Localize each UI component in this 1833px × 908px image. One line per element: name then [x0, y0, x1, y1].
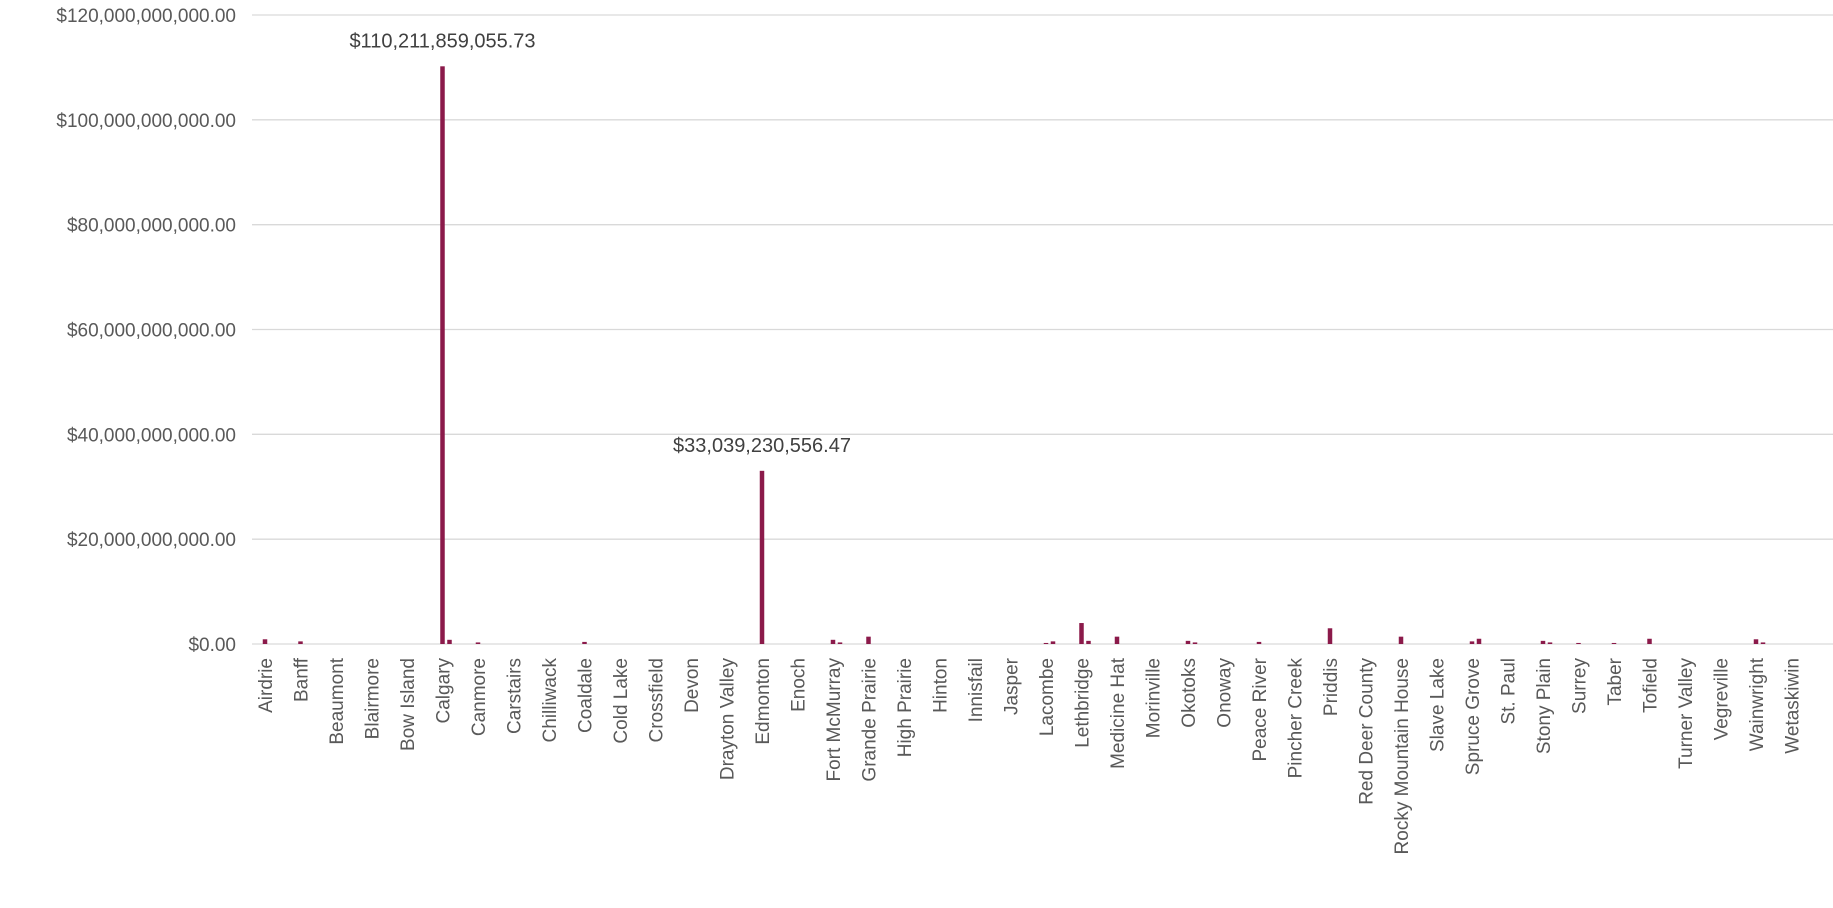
- x-tick-label: Okotoks: [1179, 658, 1200, 728]
- bar: [837, 642, 843, 644]
- x-tick-label: High Prairie: [895, 658, 916, 757]
- x-axis-category-labels: Airdrie Banff Beaumont Blairmore Bow Island C…: [256, 657, 1804, 854]
- x-tick-label: Lacombe: [1037, 658, 1058, 736]
- x-tick-label: Cold Lake: [611, 658, 632, 744]
- bar: [1576, 642, 1581, 644]
- x-tick-label: Canmore: [469, 658, 490, 736]
- y-tick-label: $80,000,000,000.00: [67, 216, 236, 237]
- x-tick-label: Onoway: [1215, 658, 1236, 728]
- x-tick-label: Spruce Grove: [1463, 658, 1484, 775]
- bar: [1469, 641, 1475, 644]
- bar: [759, 470, 765, 644]
- y-tick-label: $60,000,000,000.00: [67, 321, 236, 342]
- x-tick-label: Pincher Creek: [1286, 658, 1307, 779]
- bar: [1611, 642, 1617, 644]
- x-tick-label: Jasper: [1002, 657, 1023, 715]
- x-tick-label: Blairmore: [363, 658, 384, 739]
- x-tick-label: Wetaskiwin: [1783, 658, 1804, 754]
- x-tick-label: Banff: [292, 657, 313, 702]
- bar: [1050, 641, 1056, 644]
- x-tick-label: Taber: [1605, 657, 1626, 705]
- x-tick-label: Chilliwack: [540, 658, 561, 743]
- x-tick-label: Devon: [682, 658, 703, 713]
- data-label: $33,039,230,556.47: [673, 435, 851, 457]
- bar: [1043, 642, 1049, 644]
- x-tick-label: Wainwright: [1747, 657, 1768, 751]
- x-tick-label: Peace River: [1250, 657, 1271, 761]
- bar: [1398, 636, 1404, 644]
- x-tick-label: Hinton: [931, 658, 952, 713]
- bar: [1256, 641, 1262, 644]
- x-tick-label: Stony Plain: [1534, 658, 1555, 754]
- data-label: $110,211,859,055.73: [349, 30, 535, 52]
- bar: [1760, 642, 1766, 644]
- bar: [262, 639, 268, 644]
- y-axis-tick-labels: $0.00 $20,000,000,000.00 $40,000,000,000.0…: [56, 6, 236, 656]
- bars: [262, 66, 1766, 645]
- x-tick-label: Drayton Valley: [718, 658, 739, 781]
- x-tick-label: St. Paul: [1499, 658, 1520, 725]
- x-tick-label: Coaldale: [576, 658, 597, 733]
- bar: [866, 636, 871, 644]
- bar: [440, 66, 445, 645]
- x-tick-label: Surrey: [1570, 658, 1591, 714]
- bar: [447, 639, 452, 644]
- x-tick-label: Rocky Mountain House: [1392, 658, 1413, 854]
- y-tick-label: $40,000,000,000.00: [67, 425, 236, 446]
- bar: [1327, 628, 1333, 644]
- bar: [1647, 638, 1652, 644]
- x-tick-label: Turner Valley: [1676, 658, 1697, 769]
- x-tick-label: Slave Lake: [1428, 658, 1449, 752]
- bar: [298, 641, 303, 644]
- x-tick-label: Lethbridge: [1073, 658, 1094, 748]
- x-tick-label: Morinville: [1144, 658, 1165, 738]
- x-tick-label: Carstairs: [505, 658, 526, 734]
- bar: [1476, 638, 1482, 644]
- bar: [1192, 642, 1198, 644]
- bar: [475, 642, 481, 644]
- x-tick-label: Enoch: [789, 658, 810, 712]
- bar: [582, 641, 587, 644]
- y-tick-label: $100,000,000,000.00: [56, 111, 236, 132]
- bar: [830, 639, 836, 644]
- x-tick-label: Vegreville: [1712, 658, 1733, 740]
- bar: [1185, 640, 1191, 644]
- x-tick-label: Priddis: [1321, 658, 1342, 716]
- x-tick-label: Calgary: [434, 658, 455, 724]
- x-tick-label: Beaumont: [327, 657, 348, 744]
- x-tick-label: Fort McMurray: [824, 658, 845, 782]
- y-tick-label: $0.00: [188, 635, 236, 656]
- x-tick-label: Airdrie: [256, 658, 277, 713]
- bar: [1547, 642, 1553, 644]
- x-tick-label: Tofield: [1641, 658, 1662, 713]
- x-tick-label: Medicine Hat: [1108, 657, 1129, 769]
- y-tick-label: $120,000,000,000.00: [56, 6, 236, 27]
- x-tick-label: Edmonton: [753, 658, 774, 745]
- bar: [1079, 623, 1084, 644]
- data-labels: $110,211,859,055.73 $33,039,230,556.47: [349, 30, 851, 457]
- gridlines: [252, 14, 1833, 645]
- bar: [1753, 639, 1759, 644]
- x-tick-label: Grande Prairie: [860, 658, 881, 782]
- y-tick-label: $20,000,000,000.00: [67, 530, 236, 551]
- x-tick-label: Crossfield: [647, 658, 668, 742]
- x-tick-label: Bow Island: [398, 658, 419, 751]
- bar: [1114, 636, 1120, 644]
- bar: [1540, 640, 1546, 644]
- x-tick-label: Innisfail: [966, 658, 987, 722]
- bar: [1086, 640, 1091, 644]
- x-tick-label: Red Deer County: [1357, 658, 1378, 805]
